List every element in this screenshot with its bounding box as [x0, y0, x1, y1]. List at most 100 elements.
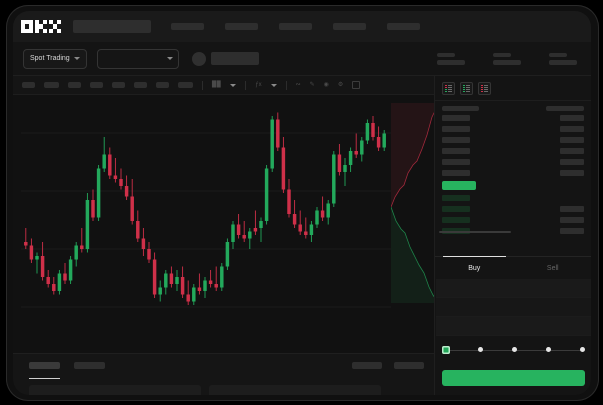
- orderbook-ask-row[interactable]: [442, 148, 584, 154]
- timeframe-5[interactable]: [112, 82, 125, 88]
- order-form: Buy Sell: [435, 256, 591, 395]
- line-tool-icon[interactable]: ∾: [295, 82, 301, 88]
- bid-amount: [560, 195, 584, 201]
- ask-price: [442, 148, 470, 154]
- indicators-icon[interactable]: ƒx: [255, 82, 262, 88]
- ask-price: [442, 170, 470, 176]
- order-amount-field[interactable]: [436, 298, 591, 317]
- tab-order-history[interactable]: [74, 362, 105, 369]
- bid-amount: [560, 217, 584, 223]
- bottom-orders-panel: [13, 353, 434, 395]
- search-input[interactable]: [73, 20, 151, 33]
- sub-header: Spot Trading: [13, 42, 591, 76]
- candlestick-series: [24, 112, 386, 305]
- timeframe-6[interactable]: [134, 82, 147, 88]
- order-price-field[interactable]: [436, 279, 591, 298]
- ask-price: [442, 137, 470, 143]
- chevron-down-icon: [73, 57, 80, 60]
- timeframe-4[interactable]: [90, 82, 103, 88]
- chart-toolbar: ▉▉ ƒx ∾ ✎ ◉ ⚙: [13, 76, 434, 95]
- bid-amount: [560, 228, 584, 234]
- slider-mark-100[interactable]: [580, 347, 585, 352]
- nav-item-2[interactable]: [225, 23, 258, 30]
- drawing-pencil-icon[interactable]: ✎: [309, 82, 315, 88]
- timeframe-2[interactable]: [44, 82, 59, 88]
- ask-amount: [560, 126, 584, 132]
- orderbook-bid-row[interactable]: [442, 217, 584, 223]
- right-trading-panel: Buy Sell: [434, 76, 591, 395]
- ask-price: [442, 159, 470, 165]
- slider-mark-75[interactable]: [546, 347, 551, 352]
- camera-icon[interactable]: ◉: [323, 82, 329, 88]
- orderbook-display-modes: [435, 76, 591, 101]
- slider-handle[interactable]: [442, 346, 450, 354]
- ob-mode-both-icon[interactable]: [442, 82, 455, 95]
- nav-item-4[interactable]: [333, 23, 366, 30]
- orderbook-ask-row[interactable]: [442, 126, 584, 132]
- active-tab-underline: [29, 378, 60, 379]
- bottom-action-1[interactable]: [352, 362, 382, 369]
- orderbook-col-price: [442, 106, 479, 111]
- price-chart[interactable]: [13, 95, 437, 395]
- orderbook-bid-row[interactable]: [442, 195, 584, 201]
- bottom-tab-bar: [13, 354, 434, 369]
- chevron-down-icon: [167, 57, 173, 60]
- slider-mark-25[interactable]: [478, 347, 483, 352]
- market-type-dropdown[interactable]: Spot Trading: [23, 48, 87, 69]
- orderbook[interactable]: [435, 101, 591, 234]
- chart-type-dropdown-icon[interactable]: [230, 83, 237, 87]
- orderbook-bid-row[interactable]: [442, 206, 584, 212]
- header-stats: [437, 52, 591, 65]
- ask-amount: [560, 148, 584, 154]
- ask-price: [442, 115, 470, 121]
- timeframe-1[interactable]: [22, 82, 35, 88]
- ob-mode-bids-icon[interactable]: [460, 82, 473, 95]
- bottom-action-2[interactable]: [394, 362, 424, 369]
- toolbar-divider: [202, 80, 203, 90]
- settings-gear-icon[interactable]: ⚙: [337, 82, 344, 88]
- timeframe-8[interactable]: [178, 82, 193, 88]
- fullscreen-icon[interactable]: [352, 81, 361, 89]
- nav-item-3[interactable]: [279, 23, 312, 30]
- orderbook-ask-row[interactable]: [442, 137, 584, 143]
- ob-mode-asks-icon[interactable]: [478, 82, 491, 95]
- bottom-card-1[interactable]: [29, 385, 201, 395]
- stat-24h-high: [493, 52, 521, 65]
- bottom-cards: [29, 385, 381, 395]
- coin-avatar-icon: [192, 51, 206, 66]
- ask-amount: [560, 137, 584, 143]
- ask-price: [442, 126, 470, 132]
- orderbook-last-price: [442, 181, 476, 190]
- buy-button[interactable]: [442, 370, 585, 386]
- orderbook-col-amount: [546, 106, 584, 111]
- amount-percent-slider[interactable]: [442, 346, 585, 356]
- orderbook-ask-row[interactable]: [442, 170, 584, 176]
- ask-amount: [560, 115, 584, 121]
- order-total-field[interactable]: [436, 317, 591, 336]
- chart-type-icon[interactable]: ▉▉: [212, 82, 222, 88]
- timeframe-3[interactable]: [68, 82, 81, 88]
- pair-select-dropdown[interactable]: [97, 48, 179, 69]
- timeframe-7[interactable]: [156, 82, 169, 88]
- bid-amount: [560, 206, 584, 212]
- orderbook-header: [442, 106, 584, 111]
- bottom-card-2[interactable]: [209, 385, 381, 395]
- tab-buy[interactable]: Buy: [435, 256, 514, 279]
- depth-overlay-chart: [391, 103, 437, 303]
- bottom-actions: [352, 362, 424, 369]
- orderbook-ask-row[interactable]: [442, 159, 584, 165]
- tab-sell[interactable]: Sell: [546, 264, 559, 272]
- top-header: [13, 11, 591, 42]
- nav-item-5[interactable]: [387, 23, 420, 30]
- okx-logo-icon[interactable]: [21, 20, 61, 33]
- buy-sell-tabs: Buy Sell: [435, 256, 591, 279]
- orderbook-scrollbar[interactable]: [439, 231, 511, 233]
- orderbook-ask-row[interactable]: [442, 115, 584, 121]
- market-type-label: Spot Trading: [30, 55, 70, 62]
- nav-item-1[interactable]: [171, 23, 204, 30]
- tab-open-orders[interactable]: [29, 362, 60, 369]
- pair-label: [211, 52, 259, 65]
- slider-mark-50[interactable]: [512, 347, 517, 352]
- stat-24h-change: [437, 52, 465, 65]
- indicators-dropdown-icon[interactable]: [270, 83, 277, 87]
